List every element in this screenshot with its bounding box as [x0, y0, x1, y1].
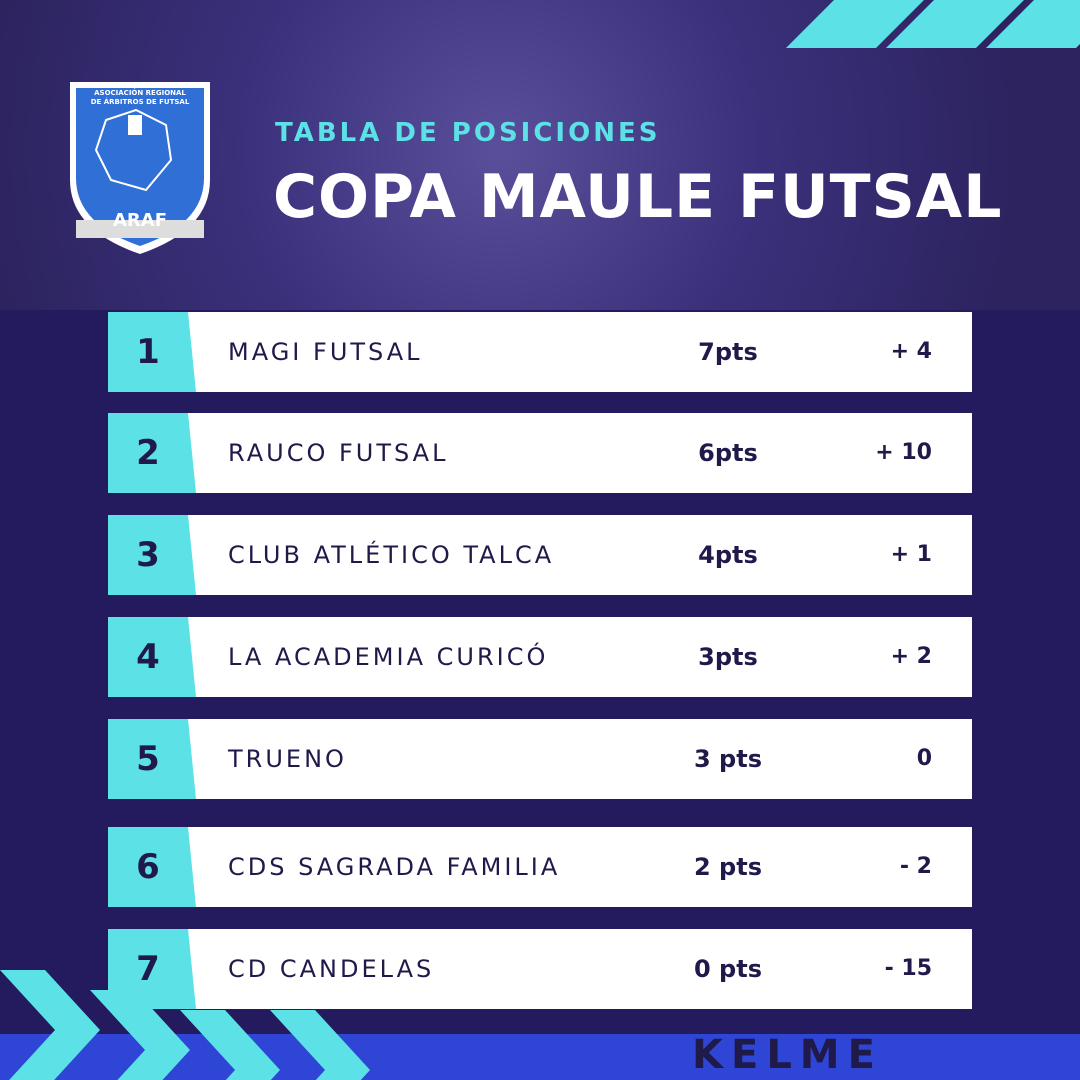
goal-difference: + 10 [875, 440, 932, 465]
position: 6 [136, 847, 160, 887]
goal-difference: + 4 [890, 339, 932, 364]
goal-difference: - 2 [899, 854, 932, 879]
team-name: MAGI FUTSAL [228, 338, 423, 366]
position: 1 [136, 332, 160, 372]
position: 5 [136, 739, 160, 779]
position-cell [108, 719, 196, 799]
table-row: 5 TRUENO 3 pts 0 [108, 719, 972, 799]
logo-text: DE ÁRBITROS DE FUTSAL [91, 97, 190, 106]
table-row: 6 CDS SAGRADA FAMILIA 2 pts - 2 [108, 827, 972, 907]
points: 4pts [698, 541, 758, 569]
logo-acronym: ARAF [113, 210, 167, 231]
table-row: 1 MAGI FUTSAL 7pts + 4 [108, 312, 972, 392]
position: 2 [136, 433, 160, 473]
title: COPA MAULE FUTSAL [273, 162, 1003, 232]
araf-logo: ASOCIACIÓN REGIONAL DE ÁRBITROS DE FUTSA… [70, 82, 210, 254]
subtitle: TABLA DE POSICIONES [275, 118, 661, 148]
points: 6pts [698, 439, 758, 467]
table-row: 3 CLUB ATLÉTICO TALCA 4pts + 1 [108, 515, 972, 595]
points: 0 pts [694, 955, 762, 983]
goal-difference: 0 [916, 746, 932, 771]
position-cell [108, 617, 196, 697]
team-name: CDS SAGRADA FAMILIA [228, 853, 561, 881]
position-cell [108, 827, 196, 907]
position-cell [108, 515, 196, 595]
goal-difference: + 1 [890, 542, 932, 567]
table-row: 7 CD CANDELAS 0 pts - 15 [108, 929, 972, 1009]
table-row: 4 LA ACADEMIA CURICÓ 3pts + 2 [108, 617, 972, 697]
team-name: TRUENO [228, 745, 347, 773]
position: 3 [136, 535, 160, 575]
brand: KELME [692, 1032, 883, 1078]
points: 2 pts [694, 853, 762, 881]
points: 7pts [698, 338, 758, 366]
team-name: CLUB ATLÉTICO TALCA [228, 541, 555, 569]
position-cell [108, 312, 196, 392]
position: 7 [136, 949, 160, 989]
points: 3 pts [694, 745, 762, 773]
team-name: LA ACADEMIA CURICÓ [228, 643, 549, 671]
team-name: CD CANDELAS [228, 955, 435, 983]
team-name: RAUCO FUTSAL [228, 439, 449, 467]
logo-text: ASOCIACIÓN REGIONAL [94, 88, 186, 97]
points: 3pts [698, 643, 758, 671]
position-cell [108, 413, 196, 493]
position: 4 [136, 637, 160, 677]
goal-difference: - 15 [884, 956, 932, 981]
table-row: 2 RAUCO FUTSAL 6pts + 10 [108, 413, 972, 493]
goal-difference: + 2 [890, 644, 932, 669]
